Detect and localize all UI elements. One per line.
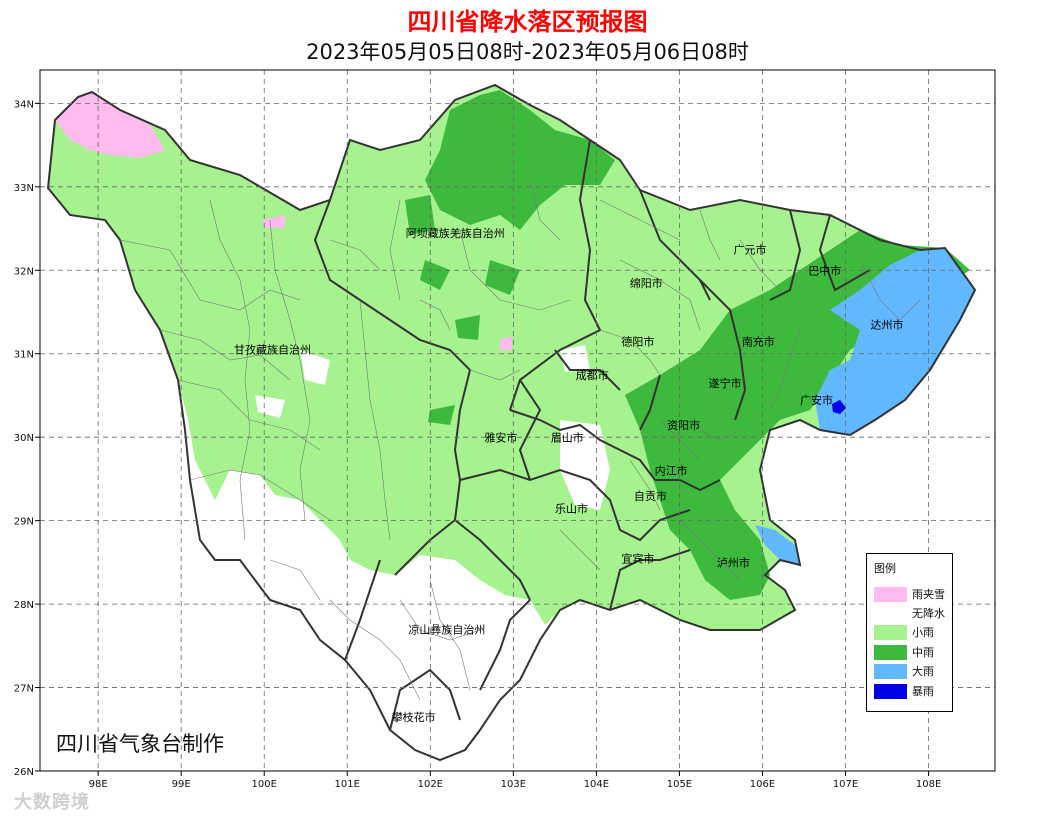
- moderate-rain-area: [425, 90, 615, 230]
- legend-label: 无降水: [912, 607, 945, 620]
- y-tick-label: 26N: [14, 767, 34, 778]
- graticule: [40, 70, 995, 771]
- city-label: 泸州市: [717, 556, 750, 570]
- legend-title: 图例: [874, 562, 896, 575]
- precipitation-areas: [46, 83, 977, 762]
- legend-item-sleet: 雨夹雪: [874, 586, 945, 602]
- x-tick-label: 102E: [418, 779, 443, 790]
- sleet-area: [55, 92, 165, 158]
- x-tick-label: 106E: [750, 779, 775, 790]
- x-tick-label: 105E: [667, 779, 692, 790]
- x-tick-label: 107E: [833, 779, 858, 790]
- city-label: 巴中市: [808, 263, 841, 277]
- y-tick-label: 28N: [14, 600, 34, 611]
- legend-item-light-rain: 小雨: [874, 624, 934, 640]
- x-tick-label: 101E: [335, 779, 360, 790]
- torrential-rain-area: [832, 400, 846, 414]
- y-tick-label: 29N: [14, 517, 34, 528]
- y-tick-label: 32N: [14, 266, 34, 277]
- legend-label: 中雨: [912, 646, 934, 659]
- y-tick-label: 33N: [14, 183, 34, 194]
- legend-item-no-rain: 无降水: [874, 605, 945, 621]
- x-tick-label: 100E: [252, 779, 277, 790]
- city-label: 内江市: [655, 464, 688, 478]
- city-label: 遂宁市: [709, 376, 742, 390]
- legend-swatch: [874, 683, 907, 699]
- city-label: 广元市: [734, 243, 767, 257]
- legend-label: 雨夹雪: [912, 588, 945, 601]
- legend-item-moderate-rain: 中雨: [874, 644, 934, 660]
- legend-swatch: [874, 663, 907, 679]
- legend-item-torrential-rain: 暴雨: [874, 683, 934, 699]
- legend-swatch: [874, 605, 907, 621]
- city-label: 甘孜藏族自治州: [234, 343, 311, 357]
- city-label: 宜宾市: [621, 551, 654, 565]
- map-subtitle: 2023年05月05日08时-2023年05月06日08时: [306, 40, 749, 64]
- city-label: 达州市: [871, 318, 904, 332]
- city-label: 攀枝花市: [392, 710, 436, 724]
- legend-swatch: [874, 586, 907, 602]
- y-tick-label: 27N: [14, 684, 34, 695]
- legend-item-heavy-rain: 大雨: [874, 663, 934, 679]
- x-tick-label: 103E: [501, 779, 526, 790]
- axis-ticks: 98E 99E 100E 101E 102E 103E 104E 105E 106E 107E 10…: [14, 99, 941, 790]
- city-label: 雅安市: [484, 430, 517, 444]
- plot-frame: [39, 69, 996, 772]
- city-label: 阿坝藏族羌族自治州: [406, 226, 505, 240]
- x-tick-label: 98E: [89, 779, 108, 790]
- watermark: 大数跨境: [14, 792, 90, 813]
- x-tick-label: 108E: [916, 779, 941, 790]
- legend-label: 大雨: [912, 665, 934, 678]
- legend-swatch: [874, 624, 907, 640]
- city-label: 资阳市: [667, 418, 700, 432]
- y-tick-label: 31N: [14, 350, 34, 361]
- x-tick-label: 99E: [172, 779, 191, 790]
- city-label: 自贡市: [634, 489, 667, 503]
- city-label: 德阳市: [621, 334, 654, 348]
- y-tick-label: 34N: [14, 99, 34, 110]
- city-label: 南充市: [742, 334, 775, 348]
- legend: 图例 雨夹雪 无降水 小雨 中雨 大雨 暴雨: [866, 553, 953, 712]
- legend-swatch: [874, 644, 907, 660]
- credit-label: 四川省气象台制作: [56, 732, 224, 756]
- city-label: 乐山市: [555, 501, 588, 515]
- city-label: 凉山彝族自治州: [408, 622, 485, 636]
- map-title: 四川省降水落区预报图: [407, 8, 648, 36]
- y-tick-label: 30N: [14, 433, 34, 444]
- legend-label: 暴雨: [912, 685, 934, 698]
- legend-label: 小雨: [912, 626, 934, 639]
- x-tick-label: 104E: [584, 779, 609, 790]
- heavy-rain-area: [815, 248, 975, 435]
- city-label: 绵阳市: [630, 276, 663, 290]
- city-label: 成都市: [576, 368, 609, 382]
- city-label: 眉山市: [551, 430, 584, 444]
- city-label: 广安市: [800, 393, 833, 407]
